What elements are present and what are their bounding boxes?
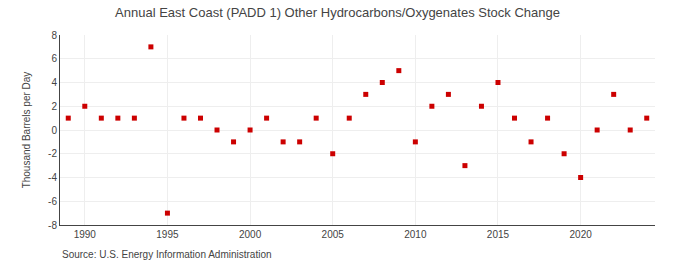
svg-text:-8: -8 [48, 220, 57, 231]
svg-text:Thousand Barrels per Day: Thousand Barrels per Day [21, 72, 32, 189]
svg-text:2000: 2000 [239, 229, 262, 240]
svg-text:6: 6 [51, 53, 57, 64]
svg-text:2020: 2020 [570, 229, 593, 240]
svg-text:2015: 2015 [487, 229, 510, 240]
svg-text:Source: U.S. Energy Informatio: Source: U.S. Energy Information Administ… [62, 249, 272, 260]
svg-text:8: 8 [51, 30, 57, 41]
svg-text:1995: 1995 [156, 229, 179, 240]
svg-text:-2: -2 [48, 148, 57, 159]
svg-text:-4: -4 [48, 172, 57, 183]
svg-text:2: 2 [51, 101, 57, 112]
svg-text:-6: -6 [48, 196, 57, 207]
svg-text:2010: 2010 [404, 229, 427, 240]
svg-text:2005: 2005 [322, 229, 345, 240]
svg-text:0: 0 [51, 125, 57, 136]
svg-text:1990: 1990 [74, 229, 97, 240]
svg-text:Annual East Coast (PADD 1) Oth: Annual East Coast (PADD 1) Other Hydroca… [115, 5, 560, 20]
svg-text:4: 4 [51, 77, 57, 88]
